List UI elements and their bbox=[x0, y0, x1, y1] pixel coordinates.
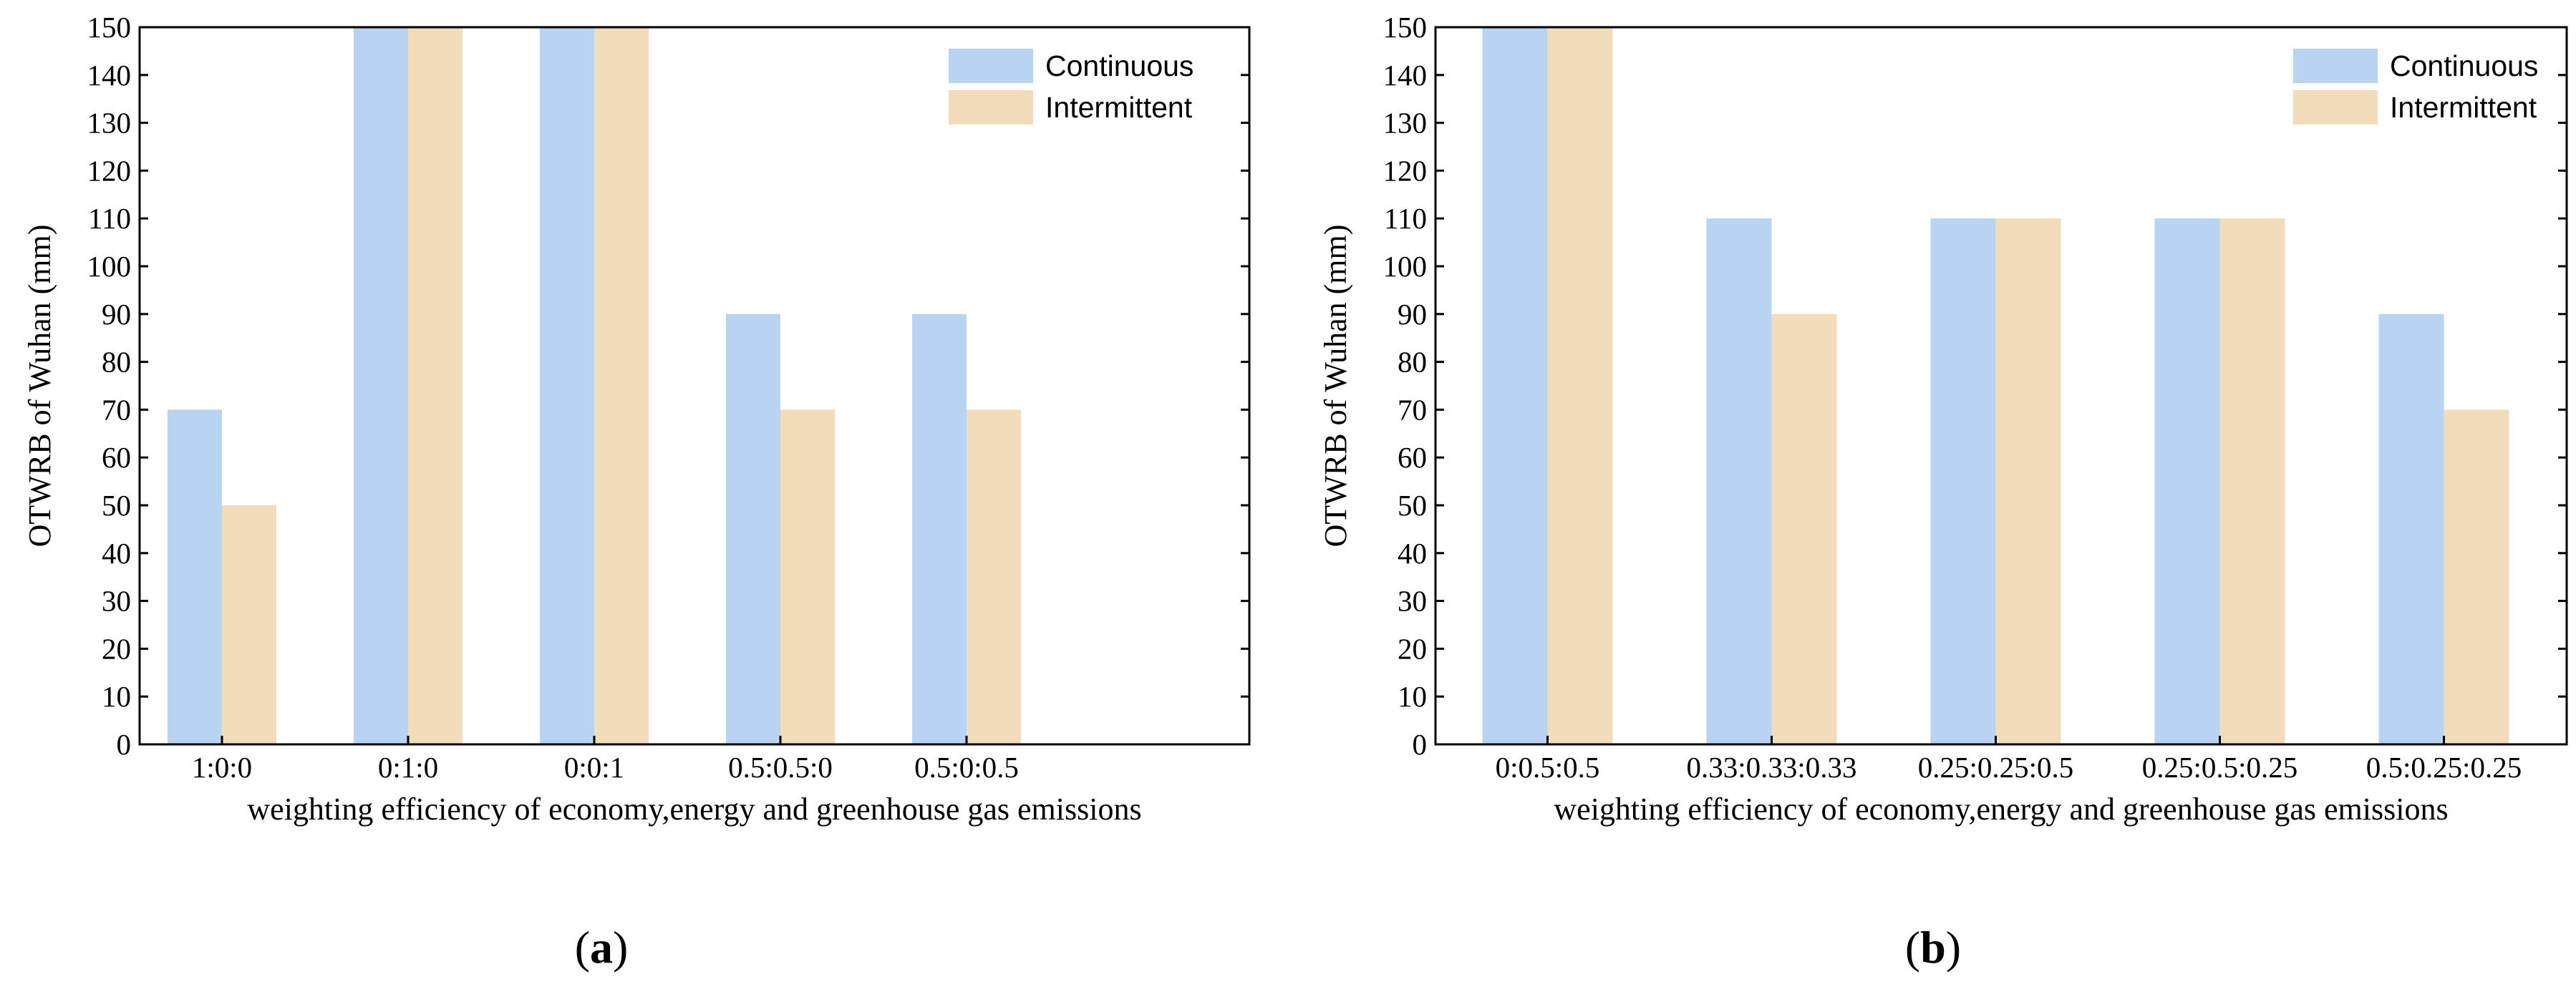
y-tick-label: 40 bbox=[102, 537, 131, 570]
y-tick-label: 110 bbox=[1384, 202, 1427, 235]
y-tick-label: 100 bbox=[87, 250, 132, 283]
x-tick-label: 0.33:0.33:0.33 bbox=[1686, 751, 1856, 784]
bar-continuous-4 bbox=[2154, 218, 2220, 744]
bar-continuous-5 bbox=[912, 313, 967, 744]
x-tick-label: 0.5:0.5:0 bbox=[728, 751, 833, 784]
bar-intermittent-1 bbox=[222, 505, 276, 744]
y-tick-label: 100 bbox=[1383, 250, 1428, 283]
legend-label-intermittent: Intermittent bbox=[1045, 91, 1193, 124]
legend: Continuous Intermittent bbox=[949, 49, 1193, 125]
y-tick-label: 60 bbox=[1398, 441, 1427, 474]
bar-intermittent-2 bbox=[408, 27, 463, 744]
y-tick-label: 120 bbox=[87, 154, 132, 187]
y-tick-label: 140 bbox=[87, 59, 132, 92]
x-tick-label: 0.5:0:0.5 bbox=[914, 751, 1019, 784]
y-tick-label: 0 bbox=[1413, 728, 1428, 761]
y-tick-label: 140 bbox=[1383, 59, 1428, 92]
bar-continuous-4 bbox=[726, 313, 780, 744]
y-tick-label: 70 bbox=[102, 393, 131, 426]
y-tick-label: 60 bbox=[102, 441, 131, 474]
plot-frame bbox=[138, 26, 1251, 746]
y-tick-label: 130 bbox=[1383, 107, 1428, 140]
legend-label-continuous: Continuous bbox=[2390, 49, 2538, 82]
legend-label-continuous: Continuous bbox=[1045, 49, 1193, 82]
y-tick-label: 120 bbox=[1383, 154, 1428, 187]
x-tick-label: 0.5:0.25:0.25 bbox=[2366, 751, 2522, 784]
x-tick-label: 0.25:0.25:0.5 bbox=[1918, 751, 2074, 784]
bar-intermittent-3 bbox=[1995, 218, 2061, 744]
legend-swatch-intermittent bbox=[949, 90, 1033, 125]
y-tick-label: 20 bbox=[1398, 632, 1427, 665]
panel-label: (a) bbox=[575, 922, 629, 973]
bar-intermittent-2 bbox=[1771, 313, 1837, 744]
y-tick-label: 30 bbox=[102, 585, 131, 618]
y-tick-label: 20 bbox=[102, 632, 131, 665]
y-tick-label: 90 bbox=[1398, 298, 1427, 331]
x-tick-label: 0.25:0.5:0.25 bbox=[2142, 751, 2298, 784]
bar-intermittent-4 bbox=[780, 409, 835, 744]
x-tick-label: 1:0:0 bbox=[192, 751, 252, 784]
bar-intermittent-3 bbox=[594, 27, 649, 744]
bar-intermittent-1 bbox=[1547, 27, 1613, 744]
plot-frame-overlay bbox=[1434, 26, 2568, 746]
y-axis-title: OTWRB of Wuhan (mm) bbox=[1318, 225, 1353, 548]
plot-frame-overlay bbox=[138, 26, 1251, 746]
bar-intermittent-5 bbox=[2444, 409, 2509, 744]
bar-continuous-1 bbox=[1482, 27, 1548, 744]
y-tick-label: 30 bbox=[1398, 585, 1427, 618]
y-tick-label: 70 bbox=[1398, 393, 1427, 426]
bar-continuous-2 bbox=[1706, 218, 1772, 744]
y-tick-label: 50 bbox=[102, 489, 131, 522]
y-tick-label: 150 bbox=[87, 11, 132, 44]
y-tick-label: 40 bbox=[1398, 537, 1427, 570]
y-tick-label: 10 bbox=[1398, 680, 1427, 713]
x-axis-title: weighting efficiency of economy,energy a… bbox=[247, 792, 1141, 827]
legend-swatch-intermittent bbox=[2293, 90, 2378, 125]
y-tick-label: 130 bbox=[87, 107, 132, 140]
y-tick-label: 80 bbox=[1398, 346, 1427, 379]
x-axis-title: weighting efficiency of economy,energy a… bbox=[1554, 792, 2448, 827]
chart-panel-b: 0 10 20 30 40 50 60 70 80 90 100 110 120 130 140 150 0:0… bbox=[1318, 11, 2568, 973]
y-tick-label: 90 bbox=[102, 298, 131, 331]
bar-continuous-2 bbox=[354, 27, 408, 744]
legend: Continuous Intermittent bbox=[2293, 49, 2538, 125]
y-tick-label: 110 bbox=[88, 202, 131, 235]
bar-continuous-3 bbox=[540, 27, 594, 744]
panel-label: (b) bbox=[1905, 922, 1961, 973]
legend-swatch-continuous bbox=[2293, 49, 2378, 83]
bar-intermittent-5 bbox=[967, 409, 1021, 744]
x-tick-label: 0:1:0 bbox=[378, 751, 438, 784]
y-tick-label: 80 bbox=[102, 346, 131, 379]
y-tick-label: 10 bbox=[102, 680, 131, 713]
y-tick-label: 50 bbox=[1398, 489, 1427, 522]
y-axis-title: OTWRB of Wuhan (mm) bbox=[22, 225, 57, 548]
y-tick-label: 150 bbox=[1383, 11, 1428, 44]
chart-panel-a: 0 10 20 30 40 50 60 70 80 90 100 110 120 130 140 150 1:0… bbox=[22, 11, 1251, 973]
bar-intermittent-4 bbox=[2219, 218, 2285, 744]
bar-continuous-5 bbox=[2378, 313, 2444, 744]
bar-continuous-3 bbox=[1930, 218, 1996, 744]
y-tick-label: 0 bbox=[117, 728, 132, 761]
bar-continuous-1 bbox=[168, 409, 222, 744]
x-tick-label: 0:0.5:0.5 bbox=[1496, 751, 1600, 784]
legend-label-intermittent: Intermittent bbox=[2390, 91, 2537, 124]
x-tick-label: 0:0:1 bbox=[564, 751, 624, 784]
legend-swatch-continuous bbox=[949, 49, 1033, 83]
